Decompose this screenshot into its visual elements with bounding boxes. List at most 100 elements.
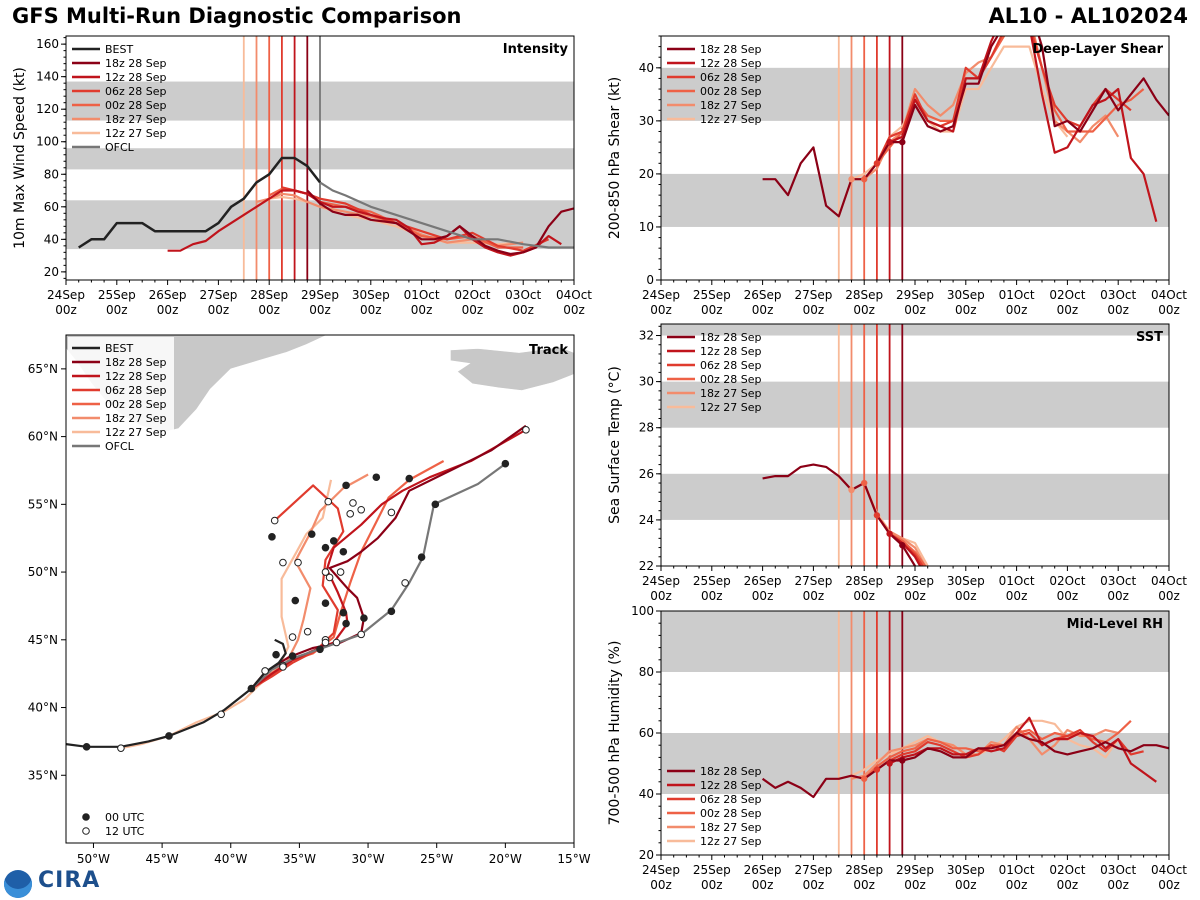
x-tick-label: 03Oct bbox=[505, 288, 541, 302]
series-line bbox=[78, 156, 321, 249]
x-tick-label: 00z bbox=[853, 303, 875, 317]
y-tick-label: 120 bbox=[36, 102, 59, 116]
y-tick-label: 65°N bbox=[28, 362, 58, 376]
legend-label: BEST bbox=[105, 342, 133, 355]
x-tick-label: 01Oct bbox=[999, 288, 1035, 302]
x-tick-label: 02Oct bbox=[1049, 574, 1085, 588]
y-tick-label: 140 bbox=[36, 70, 59, 84]
x-tick-label: 30Sep bbox=[947, 574, 985, 588]
track-point bbox=[321, 543, 330, 552]
x-tick-label: 40°W bbox=[214, 852, 247, 866]
legend-label: 18z 28 Sep bbox=[700, 43, 762, 56]
series-marker bbox=[861, 176, 868, 183]
legend-label: 06z 28 Sep bbox=[700, 793, 762, 806]
x-tick-label: 00z bbox=[1158, 303, 1180, 317]
cira-logo: CIRA bbox=[4, 868, 114, 898]
legend-label: 12z 28 Sep bbox=[700, 57, 762, 70]
series-marker bbox=[861, 775, 868, 782]
x-tick-label: 00z bbox=[701, 878, 723, 892]
x-tick-label: 02Oct bbox=[454, 288, 490, 302]
series-marker bbox=[899, 138, 906, 146]
track-point bbox=[349, 499, 357, 507]
x-tick-label: 00z bbox=[803, 878, 825, 892]
x-tick-label: 30°W bbox=[351, 852, 384, 866]
x-tick-label: 00z bbox=[106, 303, 128, 317]
legend-label: 00z 28 Sep bbox=[700, 85, 762, 98]
track-point bbox=[332, 638, 341, 647]
track-point bbox=[522, 426, 530, 434]
x-tick-label: 00z bbox=[157, 303, 179, 317]
x-tick-label: 00z bbox=[904, 589, 926, 603]
track-point bbox=[321, 568, 330, 576]
track-point bbox=[360, 614, 368, 622]
track-point bbox=[387, 508, 396, 517]
x-tick-label: 24Sep bbox=[47, 288, 85, 302]
y-tick-label: 10 bbox=[639, 220, 654, 234]
legend-label: 12z 27 Sep bbox=[105, 426, 167, 439]
series-line bbox=[889, 716, 1157, 783]
y-tick-label: 40°N bbox=[28, 701, 58, 715]
sst-chart: 22242628303224Sep00z25Sep00z26Sep00z27Se… bbox=[607, 323, 1187, 603]
x-tick-label: 00z bbox=[853, 589, 875, 603]
y-axis-label: Sea Surface Temp (°C) bbox=[607, 366, 623, 524]
track-line bbox=[250, 424, 527, 690]
y-tick-label: 60 bbox=[44, 200, 59, 214]
track-point bbox=[279, 558, 287, 567]
track-point bbox=[291, 596, 300, 605]
x-tick-label: 00z bbox=[752, 303, 774, 317]
x-tick-label: 00z bbox=[1107, 589, 1129, 603]
series-marker bbox=[873, 160, 881, 167]
track-point bbox=[342, 619, 350, 628]
y-tick-label: 55°N bbox=[28, 497, 58, 511]
x-tick-label: 00z bbox=[650, 589, 672, 603]
track-point bbox=[387, 607, 396, 616]
track-point bbox=[501, 459, 510, 468]
series-line bbox=[762, 36, 1169, 218]
x-tick-label: 00z bbox=[853, 878, 875, 892]
storm-id-title: AL10 - AL102024 bbox=[988, 4, 1189, 28]
legend-label: 12z 27 Sep bbox=[105, 127, 167, 140]
x-tick-label: 04Oct bbox=[556, 288, 592, 302]
legend-label: 12z 27 Sep bbox=[700, 401, 762, 414]
chart-title: Intensity bbox=[503, 42, 569, 57]
shaded-band bbox=[661, 173, 1169, 227]
y-tick-label: 40 bbox=[639, 787, 654, 801]
x-tick-label: 30Sep bbox=[352, 288, 390, 302]
track-point bbox=[325, 573, 334, 582]
x-tick-label: 00z bbox=[1057, 589, 1079, 603]
series-line bbox=[306, 189, 574, 256]
x-tick-label: 00z bbox=[752, 589, 774, 603]
legend-label: 06z 28 Sep bbox=[700, 71, 762, 84]
y-tick-label: 20 bbox=[639, 848, 654, 862]
shaded-band bbox=[661, 473, 1169, 520]
legend-label: 18z 28 Sep bbox=[105, 57, 167, 70]
shear-chart: 01020304024Sep00z25Sep00z26Sep00z27Sep00… bbox=[607, 35, 1187, 317]
intensity-plot-area bbox=[66, 36, 574, 280]
x-tick-label: 00z bbox=[1057, 303, 1079, 317]
x-tick-label: 28Sep bbox=[845, 863, 883, 877]
x-tick-label: 00z bbox=[803, 589, 825, 603]
track-point bbox=[405, 474, 414, 483]
x-tick-label: 00z bbox=[258, 303, 280, 317]
y-axis-label: 200-850 hPa Shear (kt) bbox=[607, 77, 623, 239]
x-tick-label: 00z bbox=[1006, 878, 1028, 892]
y-tick-label: 80 bbox=[639, 665, 654, 679]
y-tick-label: 40 bbox=[639, 61, 654, 75]
track-point bbox=[303, 627, 312, 636]
x-tick-label: 50°W bbox=[77, 852, 110, 866]
x-tick-label: 00z bbox=[1006, 303, 1028, 317]
legend-label: OFCL bbox=[105, 440, 135, 453]
track-point bbox=[294, 558, 302, 567]
x-tick-label: 01Oct bbox=[999, 863, 1035, 877]
x-tick-label: 03Oct bbox=[1100, 574, 1136, 588]
track-point bbox=[357, 630, 365, 639]
y-tick-label: 40 bbox=[44, 232, 59, 246]
legend-label: 12z 27 Sep bbox=[700, 835, 762, 848]
track-point bbox=[279, 663, 287, 671]
x-tick-label: 28Sep bbox=[845, 574, 883, 588]
legend-label: 18z 28 Sep bbox=[700, 331, 762, 344]
x-tick-label: 28Sep bbox=[845, 288, 883, 302]
series-marker bbox=[848, 176, 855, 183]
legend-label: 06z 28 Sep bbox=[105, 384, 167, 397]
x-tick-label: 26Sep bbox=[744, 574, 782, 588]
